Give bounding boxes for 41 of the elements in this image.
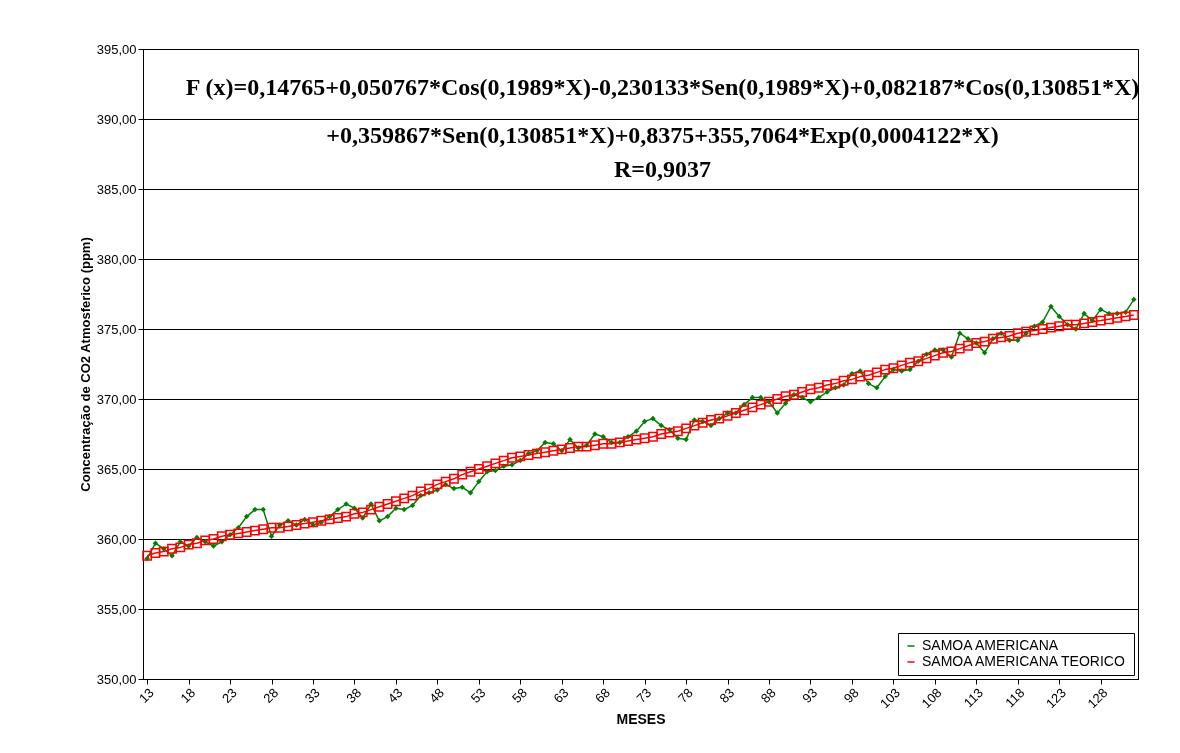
x-tick-label: 73 bbox=[633, 685, 655, 706]
annotation: +0,359867*Sen(0,130851*X)+0,8375+355,7064*Exp(0,0004122*X) bbox=[326, 122, 999, 148]
y-tick-label: 370,00 bbox=[96, 391, 137, 407]
x-tick-label: 18 bbox=[177, 685, 199, 706]
y-tick-label: 350,00 bbox=[96, 671, 137, 687]
x-tick-label: 123 bbox=[1042, 685, 1069, 712]
annotation: F (x)=0,14765+0,050767*Cos(0,1989*X)-0,230133*Sen(0,1989*X)+0,082187*Cos(0,130851*X) bbox=[185, 74, 1140, 100]
y-tick-label: 380,00 bbox=[96, 251, 137, 267]
x-tick-label: 88 bbox=[757, 685, 779, 706]
x-tick-label: 93 bbox=[799, 685, 821, 706]
y-tick-label: 395,00 bbox=[96, 41, 137, 57]
x-tick-label: 83 bbox=[716, 685, 738, 706]
y-axis-title: Concentração de CO2 Atmosferico (ppm) bbox=[77, 237, 93, 492]
legend-label: SAMOA AMERICANA bbox=[922, 637, 1059, 653]
y-tick-label: 385,00 bbox=[96, 181, 137, 197]
x-tick-label: 33 bbox=[301, 685, 323, 706]
x-tick-label: 38 bbox=[343, 685, 365, 706]
x-tick-label: 78 bbox=[674, 685, 696, 706]
y-tick-label: 355,00 bbox=[96, 601, 137, 617]
x-tick-label: 28 bbox=[260, 685, 282, 706]
y-tick-label: 375,00 bbox=[96, 321, 137, 337]
x-tick-label: 58 bbox=[509, 685, 530, 706]
x-tick-label: 48 bbox=[426, 685, 448, 706]
y-tick-label: 365,00 bbox=[96, 461, 137, 477]
x-tick-label: 108 bbox=[918, 685, 945, 712]
x-tick-label: 13 bbox=[136, 685, 157, 706]
x-axis-title: MESES bbox=[616, 711, 666, 728]
x-tick-label: 68 bbox=[592, 685, 613, 706]
x-tick-label: 128 bbox=[1084, 685, 1111, 712]
y-tick-label: 390,00 bbox=[96, 111, 137, 127]
x-tick-label: 63 bbox=[550, 685, 572, 706]
x-tick-label: 23 bbox=[218, 685, 240, 706]
x-tick-label: 53 bbox=[467, 685, 489, 706]
x-tick-label: 113 bbox=[960, 685, 986, 711]
annotation: R=0,9037 bbox=[613, 156, 712, 182]
x-tick-label: 98 bbox=[840, 685, 862, 706]
x-tick-label: 118 bbox=[1002, 685, 1028, 711]
y-tick-label: 360,00 bbox=[96, 531, 137, 547]
x-tick-label: 43 bbox=[384, 685, 406, 706]
x-tick-label: 103 bbox=[877, 685, 904, 712]
legend-label: SAMOA AMERICANA TEORICO bbox=[922, 653, 1125, 669]
